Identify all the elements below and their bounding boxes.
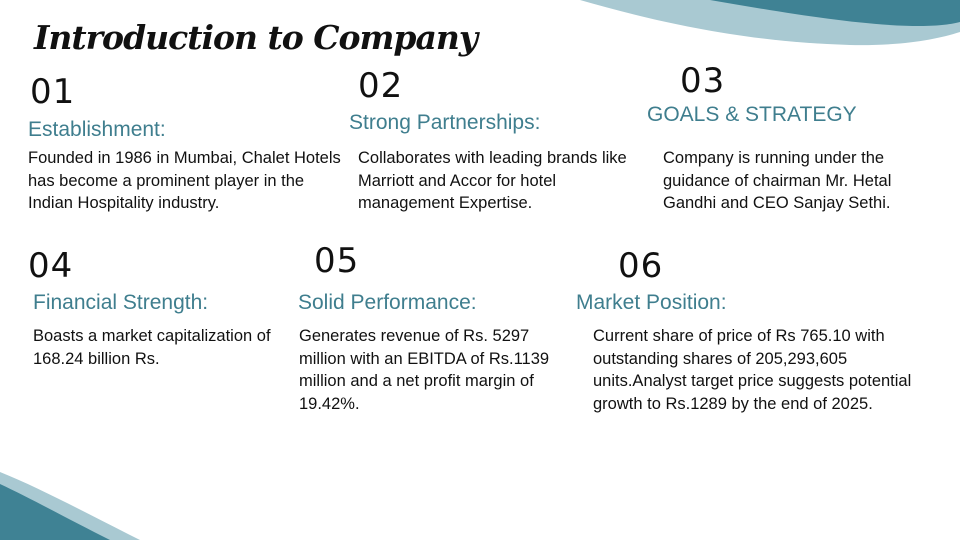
section-number-02: 02	[358, 66, 404, 106]
section-text-strong-partnerships: Collaborates with leading brands like Ma…	[358, 149, 627, 212]
section-text-establishment: Founded in 1986 in Mumbai, Chalet Hotels…	[28, 149, 341, 212]
section-heading-market-position: Market Position:	[576, 291, 727, 314]
section-heading-strong-partnerships: Strong Partnerships:	[349, 111, 541, 134]
section-heading-financial-strength: Financial Strength:	[33, 291, 209, 314]
section-text-goals-strategy: Company is running under the guidance of…	[663, 149, 892, 212]
section-text-financial-strength: Boasts a market capitalization of 168.24…	[33, 327, 271, 368]
section-number-05: 05	[314, 241, 360, 281]
section-heading-solid-performance: Solid Performance:	[298, 291, 477, 314]
section-text-market-position: Current share of price of Rs 765.10 with…	[593, 327, 912, 413]
section-heading-goals-strategy: GOALS & STRATEGY	[647, 103, 857, 126]
section-number-01: 01	[30, 72, 76, 112]
section-number-04: 04	[28, 246, 74, 286]
section-number-06: 06	[618, 246, 664, 286]
section-text-solid-performance: Generates revenue of Rs. 5297 million wi…	[299, 327, 550, 413]
page-title: Introduction to Company	[34, 18, 478, 57]
section-number-03: 03	[680, 61, 726, 101]
section-heading-establishment: Establishment:	[28, 118, 166, 141]
bottom-left-wave-decoration	[0, 472, 140, 540]
top-right-wave-decoration	[580, 0, 960, 46]
